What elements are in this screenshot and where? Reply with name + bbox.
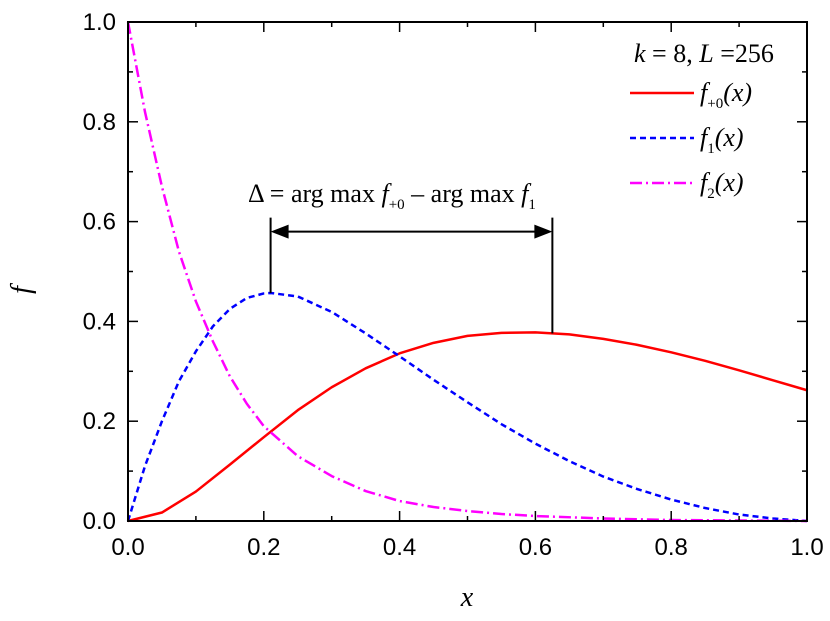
x-tick-label: 0.4 xyxy=(383,534,416,561)
legend: k = 8, L =256 f+0(x) f1(x) f2(x) xyxy=(630,39,774,202)
annotation-sub-plus0: +0 xyxy=(389,197,405,213)
annotation-f-plus0: f xyxy=(381,179,392,208)
y-axis-title: f xyxy=(6,283,37,294)
y-tick-label: 0.2 xyxy=(83,408,116,435)
annotation-middle: – arg max xyxy=(405,179,522,208)
legend-f-plus0-sub: +0 xyxy=(707,96,723,112)
annotation-sub-1: 1 xyxy=(528,197,536,213)
annotation-delta: Δ = arg max xyxy=(248,179,381,208)
legend-L-text: =256 xyxy=(714,39,774,68)
legend-L-symbol: L xyxy=(698,39,713,68)
annotation-arrowhead-right xyxy=(534,224,553,239)
x-tick-label: 0.6 xyxy=(519,534,552,561)
series-line-1 xyxy=(126,291,808,523)
legend-f-plus0-main: f xyxy=(700,78,711,107)
legend-label-f2: f2(x) xyxy=(700,168,744,202)
y-tick-label: 0.4 xyxy=(83,308,116,335)
legend-k-text: = 8, xyxy=(646,39,700,68)
y-tick-label: 0.6 xyxy=(83,209,116,236)
series-line-0 xyxy=(127,331,808,523)
plot-curves xyxy=(126,21,808,523)
legend-f1-tail: (x) xyxy=(715,123,744,152)
x-tick-label: 0.2 xyxy=(247,534,280,561)
x-tick-label: 0.0 xyxy=(111,534,144,561)
y-tick-label: 0.8 xyxy=(83,109,116,136)
x-tick-label: 0.8 xyxy=(655,534,688,561)
annotation-f1: f xyxy=(521,179,532,208)
legend-title: k = 8, L =256 xyxy=(634,39,774,68)
legend-f2-main: f xyxy=(700,168,711,197)
y-tick-label: 1.0 xyxy=(83,9,116,36)
annotation-text: Δ = arg max f+0 – arg max f1 xyxy=(248,179,536,213)
legend-f2-sub: 2 xyxy=(707,186,715,202)
legend-f1-sub: 1 xyxy=(707,141,715,157)
legend-label-f-plus0: f+0(x) xyxy=(700,78,752,112)
legend-k-symbol: k xyxy=(634,39,646,68)
legend-f-plus0-tail: (x) xyxy=(723,78,752,107)
y-tick-label: 0.0 xyxy=(83,508,116,535)
legend-f2-tail: (x) xyxy=(715,168,744,197)
annotation-arrowhead-left xyxy=(270,224,289,239)
x-tick-label: 1.0 xyxy=(790,534,823,561)
x-axis-title: x xyxy=(460,582,474,613)
legend-f1-main: f xyxy=(700,123,711,152)
series-line-2 xyxy=(126,21,808,523)
annotation-group: Δ = arg max f+0 – arg max f1 xyxy=(248,179,554,334)
axes-group: 0.0 0.2 0.4 0.6 0.8 1.0 0.0 0.2 0.4 0.6 0.8 1.0 x f xyxy=(6,9,824,613)
legend-label-f1: f1(x) xyxy=(700,123,744,157)
